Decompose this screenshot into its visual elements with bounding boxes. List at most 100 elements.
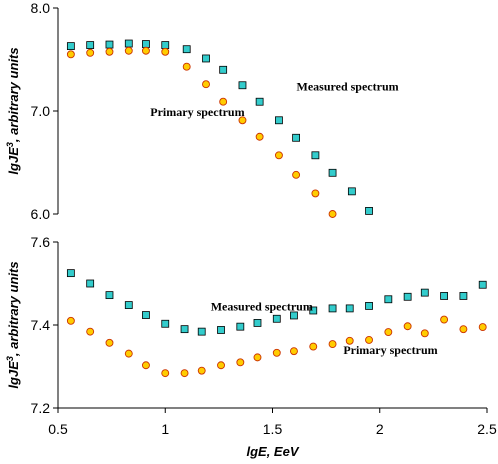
measured-point — [253, 319, 262, 327]
x-tick-label: 1.5 — [263, 421, 283, 437]
primary-point — [459, 325, 468, 334]
primary-point — [292, 170, 301, 179]
measured-point — [142, 40, 150, 48]
y-tick-label: 7.4 — [31, 317, 51, 333]
measured-point — [217, 326, 225, 334]
measured-point — [459, 292, 468, 300]
primary-point — [219, 97, 228, 106]
y-axis-label: lgJE3, arbitrary units — [5, 47, 21, 174]
x-tick-label: 1 — [161, 421, 169, 437]
measured-point — [219, 65, 228, 74]
measured-point — [478, 280, 487, 289]
y-tick-label: 7.6 — [31, 234, 51, 250]
primary-point — [86, 327, 95, 336]
primary-point — [403, 322, 412, 331]
primary-point — [66, 50, 75, 59]
x-axis-label: lgE, EeV — [246, 444, 299, 459]
measured-point — [180, 325, 189, 334]
primary-point — [274, 151, 283, 160]
measured-point — [290, 311, 298, 320]
measured-point — [309, 306, 318, 315]
measured-point — [255, 97, 264, 106]
annotation-label: Primary spectrum — [150, 105, 244, 119]
measured-point — [236, 322, 245, 331]
y-axis-label-rest: , arbitrary units — [6, 47, 21, 143]
measured-point — [311, 151, 320, 160]
primary-point — [345, 336, 354, 345]
measured-point — [272, 314, 281, 323]
primary-point — [124, 349, 133, 358]
measured-point — [142, 311, 150, 319]
y-tick-label: 7.0 — [31, 103, 51, 119]
primary-point — [253, 353, 262, 362]
primary-point — [311, 189, 320, 198]
measured-point — [403, 292, 412, 301]
measured-point — [86, 279, 95, 288]
primary-point — [161, 47, 170, 56]
primary-point — [141, 361, 150, 370]
measured-point — [345, 304, 354, 313]
y-axis-label-main: lgJE — [6, 361, 21, 389]
measured-point — [440, 292, 449, 300]
x-tick-label: 2.5 — [477, 421, 497, 437]
primary-point — [440, 315, 449, 324]
measured-point — [347, 187, 356, 196]
primary-point — [105, 338, 114, 347]
measured-point — [105, 40, 114, 49]
primary-point — [290, 347, 298, 356]
primary-point — [236, 358, 245, 367]
primary-point — [180, 369, 189, 378]
primary-point — [124, 46, 133, 55]
y-tick-label: 6.0 — [31, 206, 51, 222]
measured-point — [292, 133, 300, 142]
measured-point — [66, 42, 75, 51]
measured-point — [197, 327, 206, 336]
annotation-label: Measured spectrum — [211, 299, 313, 313]
primary-point — [384, 328, 393, 337]
measured-point — [161, 319, 170, 328]
annotation-label: Primary spectrum — [343, 343, 437, 357]
measured-point — [275, 116, 283, 125]
measured-point — [105, 291, 114, 300]
y-tick-label: 8.0 — [31, 0, 51, 16]
y-axis-label-main: lgJE — [6, 147, 21, 175]
y-axis-label: lgJE3, arbitrary units — [5, 261, 21, 388]
measured-point — [182, 45, 191, 54]
primary-point — [420, 329, 429, 338]
primary-point — [161, 369, 170, 378]
measured-point — [420, 288, 429, 297]
measured-point — [365, 302, 373, 310]
measured-point — [328, 304, 337, 313]
x-tick-label: 0.5 — [48, 421, 68, 437]
measured-point — [161, 41, 170, 49]
y-axis-label-superscript: 3 — [5, 142, 15, 147]
primary-point — [309, 342, 318, 351]
primary-point — [182, 62, 191, 71]
chart-panel-lower: 7.2 7.4 7.6 lgJE3, arbitrary units Measured … — [5, 234, 487, 416]
primary-point — [217, 361, 225, 370]
x-axis: 0.5 1 1.5 2 2.5 — [48, 407, 497, 437]
measured-point — [384, 295, 393, 304]
measured-point — [124, 39, 133, 48]
primary-point — [197, 366, 206, 375]
primary-point — [255, 132, 264, 141]
primary-point — [328, 340, 337, 349]
primary-point — [86, 48, 95, 57]
annotation-label: Measured spectrum — [297, 79, 399, 93]
y-axis-label-rest: , arbitrary units — [6, 261, 21, 357]
primary-point — [66, 316, 75, 325]
measured-point — [124, 301, 133, 309]
primary-point — [328, 210, 337, 218]
primary-point — [365, 335, 373, 344]
measured-point — [86, 41, 95, 49]
primary-point — [238, 116, 247, 125]
primary-point — [478, 323, 487, 332]
primary-point — [105, 47, 114, 56]
measured-point — [238, 81, 247, 90]
primary-point — [202, 80, 210, 89]
chart-panel-upper: 6.0 7.0 8.0 lgJE3, arbitrary units Measured … — [5, 0, 399, 222]
x-tick-label: 2 — [376, 421, 384, 437]
measured-point — [365, 207, 373, 215]
measured-point — [202, 54, 210, 63]
